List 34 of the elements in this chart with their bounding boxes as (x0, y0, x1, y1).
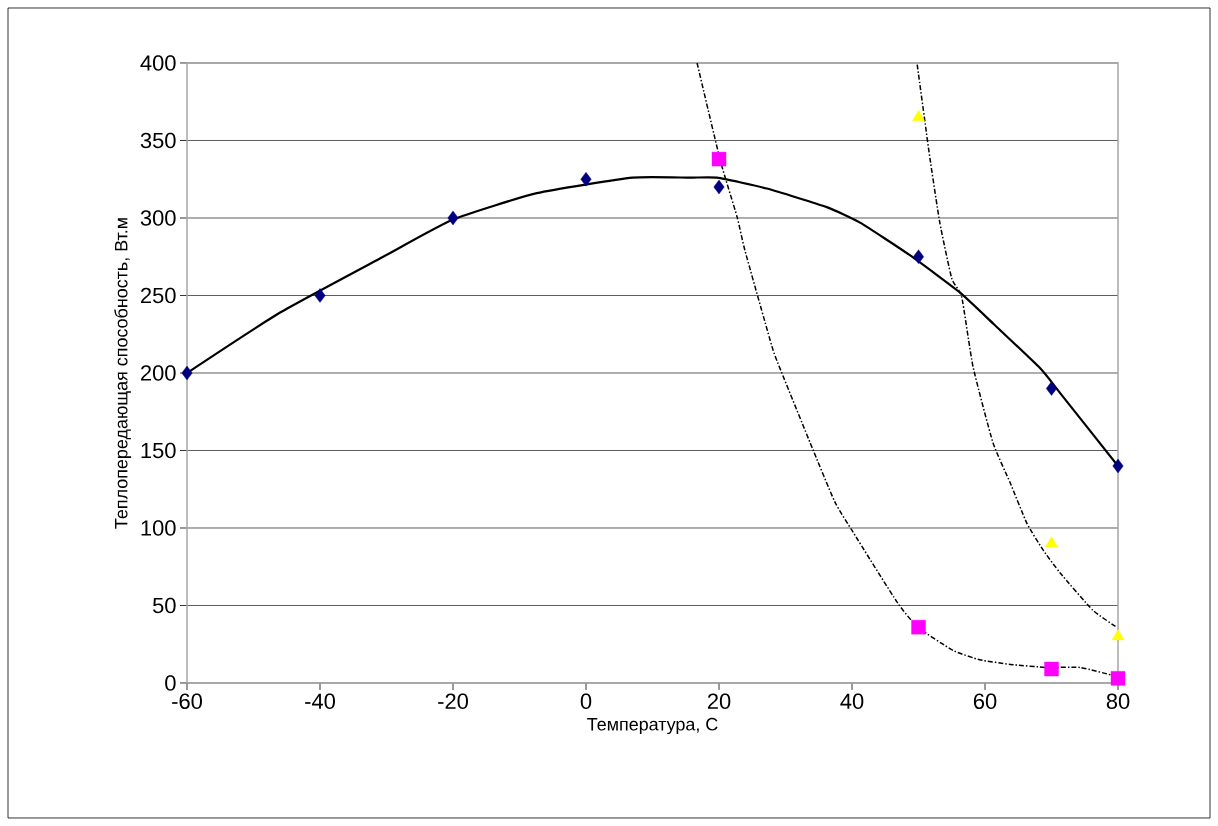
x-tick-label: -40 (305, 693, 335, 710)
point (314, 288, 326, 303)
point (580, 172, 592, 187)
y-tick-label: 150 (141, 442, 176, 459)
x-tick-label: -20 (438, 693, 468, 710)
y-tick-label: 350 (140, 132, 176, 149)
x-tick-label: 60 (973, 693, 997, 710)
x-tick-label: 80 (1106, 693, 1130, 710)
point (912, 110, 925, 121)
x-tick-label: -60 (172, 693, 202, 710)
x-axis-title: Температура, С (587, 717, 718, 735)
y-tick-label: 50 (152, 597, 176, 614)
point (1046, 381, 1057, 396)
point (1044, 661, 1059, 677)
point (1045, 536, 1058, 548)
point (1110, 671, 1126, 686)
y-tick-label: 400 (140, 55, 176, 71)
point (447, 210, 459, 226)
y-tick-label: 300 (140, 210, 176, 226)
y-tick-label: 200 (141, 365, 176, 381)
point (913, 249, 924, 264)
point (711, 151, 727, 167)
point (1111, 629, 1125, 641)
point (1112, 458, 1124, 474)
x-tick-label: 40 (840, 693, 864, 710)
x-tick-label: 0 (580, 693, 592, 710)
y-tick-label: 0 (165, 675, 176, 691)
point (181, 365, 193, 381)
y-tick-label: 250 (141, 287, 176, 304)
y-tick-label: 100 (141, 520, 176, 536)
point (713, 179, 725, 195)
x-tick-label: 20 (707, 693, 731, 710)
y-axis-title: Теплопередающая способность, Вт.м (114, 218, 132, 529)
point (911, 619, 926, 635)
